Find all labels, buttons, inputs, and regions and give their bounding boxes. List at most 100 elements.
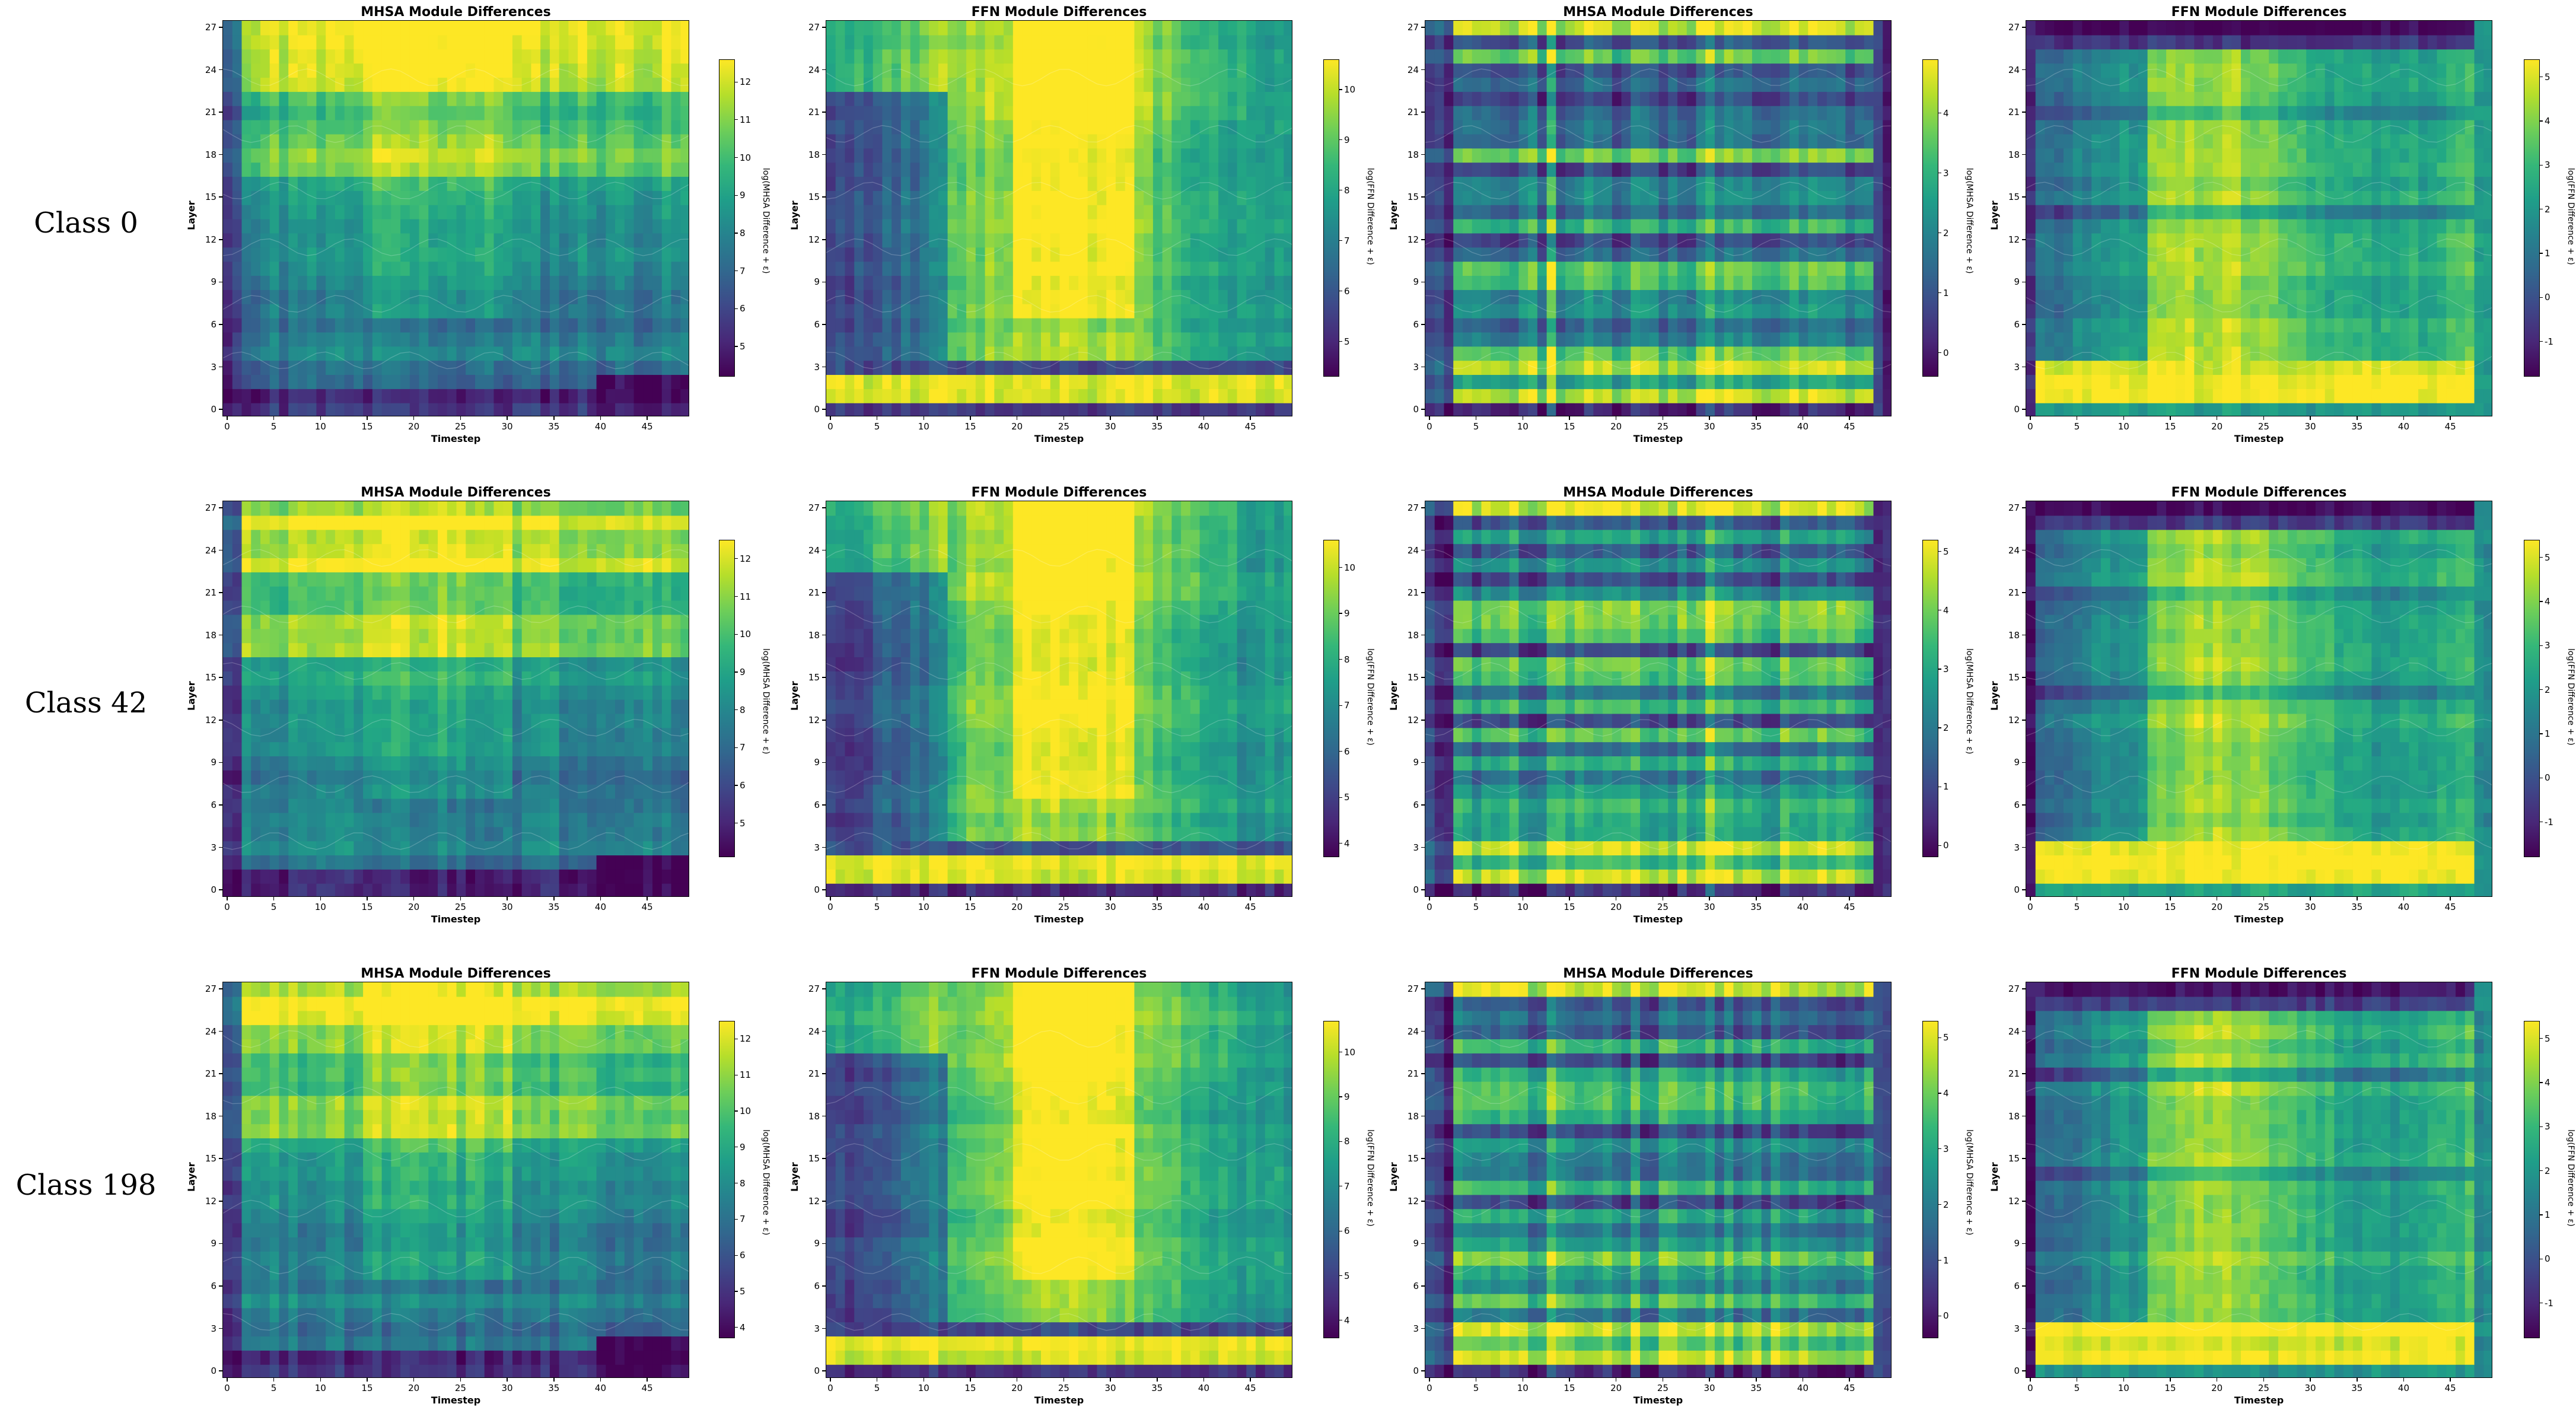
heatmap-cell [957,275,967,290]
heatmap-cell [512,275,523,290]
heatmap-cell [1714,176,1725,191]
heatmap-cell [1246,403,1256,416]
heatmap-cell [559,120,569,135]
heatmap-cell [671,133,681,149]
heatmap-cell [1798,120,1808,135]
heatmap-cell [1855,219,1865,234]
heatmap-cell [279,318,289,333]
heatmap-cell [671,120,681,135]
heatmap-cell [2212,275,2223,290]
heatmap-cell [438,162,448,177]
heatmap-cell [826,133,836,149]
heatmap-cell [1546,148,1556,163]
heatmap-cell [419,77,429,92]
heatmap-cell [1134,403,1144,416]
heatmap-cell [985,133,995,149]
heatmap-cell [2072,389,2083,403]
heatmap-cell [344,374,354,389]
heatmap-cell [1640,261,1650,276]
heatmap-cell [531,34,541,50]
heatmap-cell [2325,374,2335,389]
heatmap-cell [1218,49,1228,64]
heatmap-cell [985,304,995,319]
heatmap-cell [1696,346,1706,361]
heatmap-cell [2119,360,2129,375]
heatmap-cell [643,332,653,347]
heatmap-cell [2157,346,2167,361]
heatmap-cell [919,63,929,78]
heatmap-cell [1434,247,1445,262]
heatmap-cell [938,162,948,177]
heatmap-cell [615,332,625,347]
heatmap-cell [587,389,597,403]
heatmap-cell [2241,261,2251,276]
heatmap-cell [1761,34,1771,50]
heatmap-cell [1798,219,1808,234]
heatmap-cell [447,106,457,120]
heatmap-cell [1565,120,1575,135]
heatmap-cell [1227,346,1238,361]
heatmap-cell [615,403,625,416]
heatmap-cell [1528,205,1538,219]
heatmap-cell [503,133,513,149]
heatmap-cell [1705,318,1715,333]
heatmap-cell [2287,304,2298,319]
heatmap-cell [2035,275,2046,290]
heatmap-cell [2287,332,2298,347]
heatmap-cell [232,205,243,219]
heatmap-cell [466,49,476,64]
heatmap-cell [1274,133,1284,149]
heatmap-cell [1274,289,1284,304]
heatmap-cell [985,63,995,78]
heatmap-cell [1631,233,1641,248]
heatmap-cell [279,374,289,389]
heatmap-cell [316,219,326,234]
heatmap-cell [1603,106,1613,120]
heatmap-cell [1237,176,1247,191]
heatmap-cell [938,346,948,361]
heatmap-cell [1649,261,1660,276]
heatmap-cell [2409,374,2419,389]
heatmap-cell [1518,304,1529,319]
heatmap-cell [1677,205,1687,219]
heatmap-cell [531,21,541,36]
heatmap-cell [1227,205,1238,219]
heatmap-cell [1227,162,1238,177]
heatmap-cell [288,34,298,50]
heatmap-cell [307,49,317,64]
heatmap-cell [671,49,681,64]
heatmap-cell [1780,63,1790,78]
y-tick-mark [219,324,222,325]
heatmap-cell [2269,346,2279,361]
heatmap-cell [1087,332,1098,347]
heatmap-cell [1041,403,1051,416]
heatmap-cell [1106,318,1116,333]
heatmap-cell [2204,360,2214,375]
heatmap-cell [531,275,541,290]
heatmap-cell [2110,275,2120,290]
heatmap-cell [2250,318,2260,333]
heatmap-cell [1190,176,1201,191]
colorbar-tick-mark [735,119,738,120]
heatmap-cell [260,106,270,120]
heatmap-cell [260,261,270,276]
heatmap-cell [241,233,251,248]
heatmap-cell [1059,133,1069,149]
heatmap-cell [1190,247,1201,262]
heatmap-cell [1499,162,1510,177]
heatmap-cell [232,318,243,333]
heatmap-cell [1274,346,1284,361]
heatmap-cell [891,389,902,403]
heatmap-cell [938,289,948,304]
heatmap-cell [1668,360,1678,375]
heatmap-cell [363,346,373,361]
heatmap-cell [900,106,911,120]
heatmap-cell [2212,247,2223,262]
heatmap-cell [1284,247,1292,262]
heatmap-cell [1733,403,1743,416]
heatmap-cell [1078,233,1088,248]
heatmap-cell [409,120,420,135]
heatmap-cell [2185,389,2195,403]
heatmap-cell [624,360,635,375]
heatmap-cell [578,49,588,64]
